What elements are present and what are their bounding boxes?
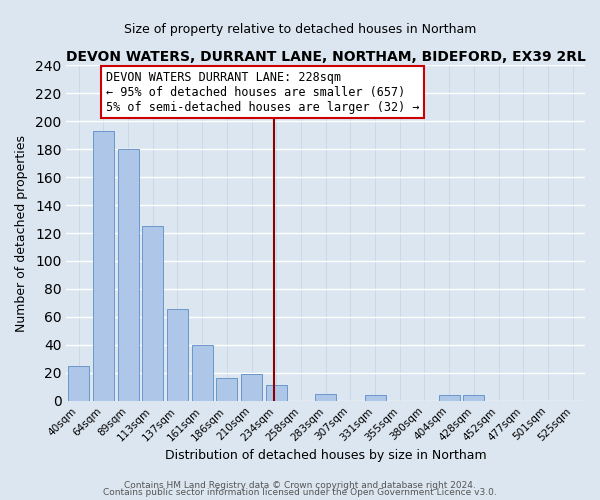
Bar (68, 366, 89, 401)
Text: Contains HM Land Registry data © Crown copyright and database right 2024.: Contains HM Land Registry data © Crown c… (124, 480, 476, 490)
Bar (463, 395, 484, 401)
Bar (191, 345, 212, 401)
Bar (241, 374, 262, 401)
Bar (365, 395, 386, 401)
Text: Contains public sector information licensed under the Open Government Licence v3: Contains public sector information licen… (103, 488, 497, 497)
Y-axis label: Number of detached properties: Number of detached properties (15, 134, 28, 332)
Bar (93, 131, 114, 401)
Title: DEVON WATERS, DURRANT LANE, NORTHAM, BIDEFORD, EX39 2RL: DEVON WATERS, DURRANT LANE, NORTHAM, BID… (66, 50, 586, 64)
Bar (439, 395, 460, 401)
Bar (266, 386, 287, 401)
Text: Size of property relative to detached houses in Northam: Size of property relative to detached ho… (124, 22, 476, 36)
Bar (167, 308, 188, 401)
Bar (315, 394, 336, 401)
Bar (217, 378, 238, 401)
Bar (118, 149, 139, 401)
Text: DEVON WATERS DURRANT LANE: 228sqm
← 95% of detached houses are smaller (657)
5% : DEVON WATERS DURRANT LANE: 228sqm ← 95% … (106, 71, 419, 114)
Bar (142, 226, 163, 401)
X-axis label: Distribution of detached houses by size in Northam: Distribution of detached houses by size … (165, 450, 487, 462)
